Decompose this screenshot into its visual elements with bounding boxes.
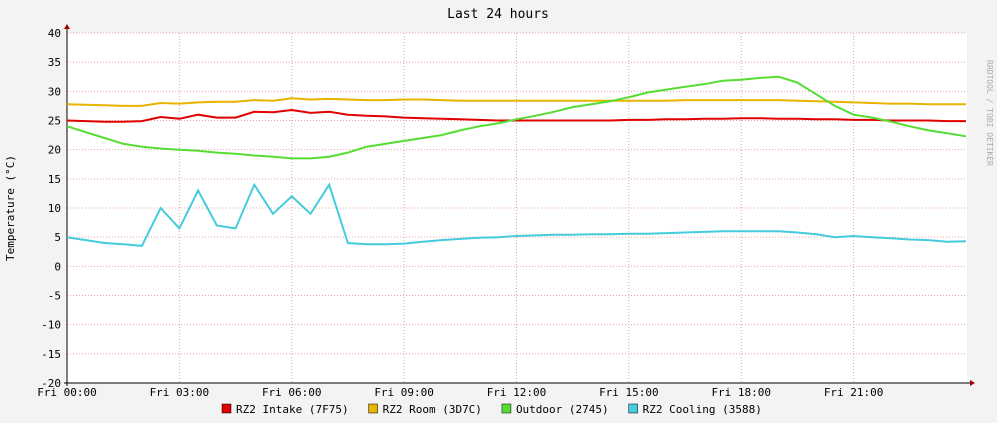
- y-tick-label: 25: [48, 115, 61, 128]
- legend-label: RZ2 Intake (7F75): [236, 403, 349, 416]
- x-tick-label: Fri 00:00: [37, 386, 97, 399]
- x-tick-label: Fri 21:00: [824, 386, 884, 399]
- y-tick-label: 20: [48, 144, 61, 157]
- legend-swatch: [221, 403, 232, 414]
- y-tick-label: -20: [41, 377, 61, 390]
- x-tick-label: Fri 12:00: [487, 386, 547, 399]
- x-tick-label: Fri 09:00: [374, 386, 434, 399]
- y-tick-label: 35: [48, 56, 61, 69]
- legend-label: Outdoor (2745): [516, 403, 609, 416]
- legend-swatch: [501, 403, 512, 414]
- y-tick-label: -5: [48, 290, 61, 303]
- series-line: [66, 182, 967, 247]
- legend-swatch: [628, 403, 638, 414]
- legend-label: RZ2 Cooling (3588): [643, 403, 762, 416]
- chart-title: Last 24 hours: [447, 7, 549, 22]
- legend-swatch: [368, 403, 378, 414]
- legend-label: RZ2 Room (3D7C): [383, 403, 482, 416]
- y-tick-label: 30: [48, 85, 61, 98]
- x-tick-label: Fri 03:00: [150, 386, 210, 399]
- y-tick-label: 0: [54, 260, 61, 273]
- y-tick-label: 5: [54, 231, 61, 244]
- x-tick-label: Fri 06:00: [262, 386, 322, 399]
- x-axis-arrow: [970, 380, 975, 386]
- y-tick-label: 15: [48, 173, 61, 186]
- series-line: [66, 75, 967, 160]
- y-tick-label: 10: [48, 202, 61, 215]
- y-axis-label: Temperature (°C): [4, 155, 17, 261]
- y-tick-label: -10: [41, 319, 61, 332]
- y-axis-arrow: [64, 24, 70, 29]
- watermark: RRDTOOL / TOBI OETIKER: [985, 60, 994, 166]
- series-line: [66, 108, 966, 123]
- x-tick-label: Fri 18:00: [711, 386, 771, 399]
- x-tick-label: Fri 15:00: [599, 386, 659, 399]
- y-tick-label: -15: [41, 348, 61, 361]
- series-line: [66, 97, 966, 107]
- y-tick-label: 40: [48, 27, 61, 40]
